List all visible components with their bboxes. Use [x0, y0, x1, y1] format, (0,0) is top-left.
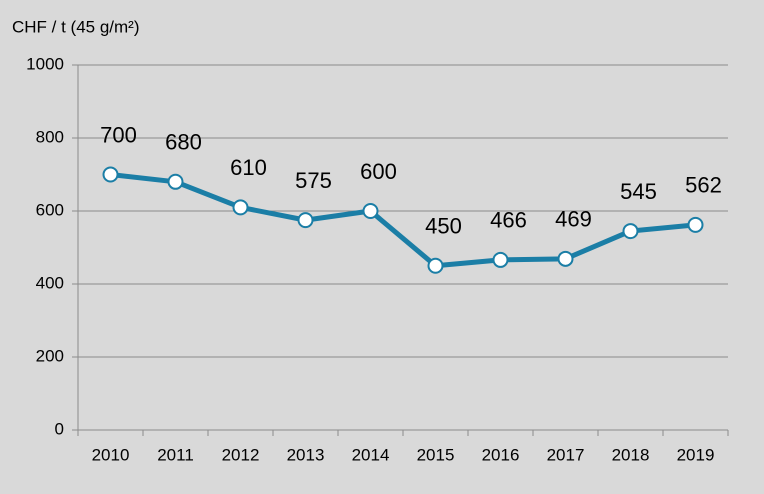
- data-label: 700: [100, 122, 137, 147]
- x-tick-label: 2019: [677, 445, 715, 464]
- y-tick-label: 0: [55, 419, 64, 438]
- marker: [427, 257, 444, 274]
- marker: [622, 223, 639, 240]
- y-tick-label: 400: [36, 273, 64, 292]
- marker: [167, 173, 184, 190]
- y-tick-label: 1000: [26, 54, 64, 73]
- data-label: 680: [165, 130, 202, 155]
- y-tick-label: 200: [36, 346, 64, 365]
- x-tick-label: 2016: [482, 445, 520, 464]
- data-label: 466: [490, 208, 527, 233]
- marker: [557, 250, 574, 267]
- data-label: 450: [425, 214, 462, 239]
- data-label: 610: [230, 155, 267, 180]
- data-label: 545: [620, 179, 657, 204]
- x-tick-label: 2014: [352, 445, 390, 464]
- line: [110, 172, 696, 269]
- x-tick-label: 2018: [612, 445, 650, 464]
- x-tick-label: 2017: [547, 445, 585, 464]
- marker: [687, 216, 704, 233]
- marker: [232, 199, 249, 216]
- data-label: 469: [555, 207, 592, 232]
- x-tick-label: 2011: [157, 445, 194, 464]
- marker: [492, 251, 509, 268]
- marker: [102, 166, 119, 183]
- y-tick-label: 800: [36, 127, 64, 146]
- x-tick-label: 2010: [92, 445, 130, 464]
- data-label: 575: [295, 168, 332, 193]
- x-tick-label: 2012: [222, 445, 260, 464]
- data-label: 600: [360, 159, 397, 184]
- marker: [297, 212, 314, 229]
- y-axis-label: CHF / t (45 g/m²): [12, 17, 140, 36]
- x-tick-label: 2015: [417, 445, 455, 464]
- y-tick-label: 600: [36, 200, 64, 219]
- marker: [362, 203, 379, 219]
- data-label: 562: [685, 173, 722, 198]
- x-tick-label: 2013: [287, 445, 325, 464]
